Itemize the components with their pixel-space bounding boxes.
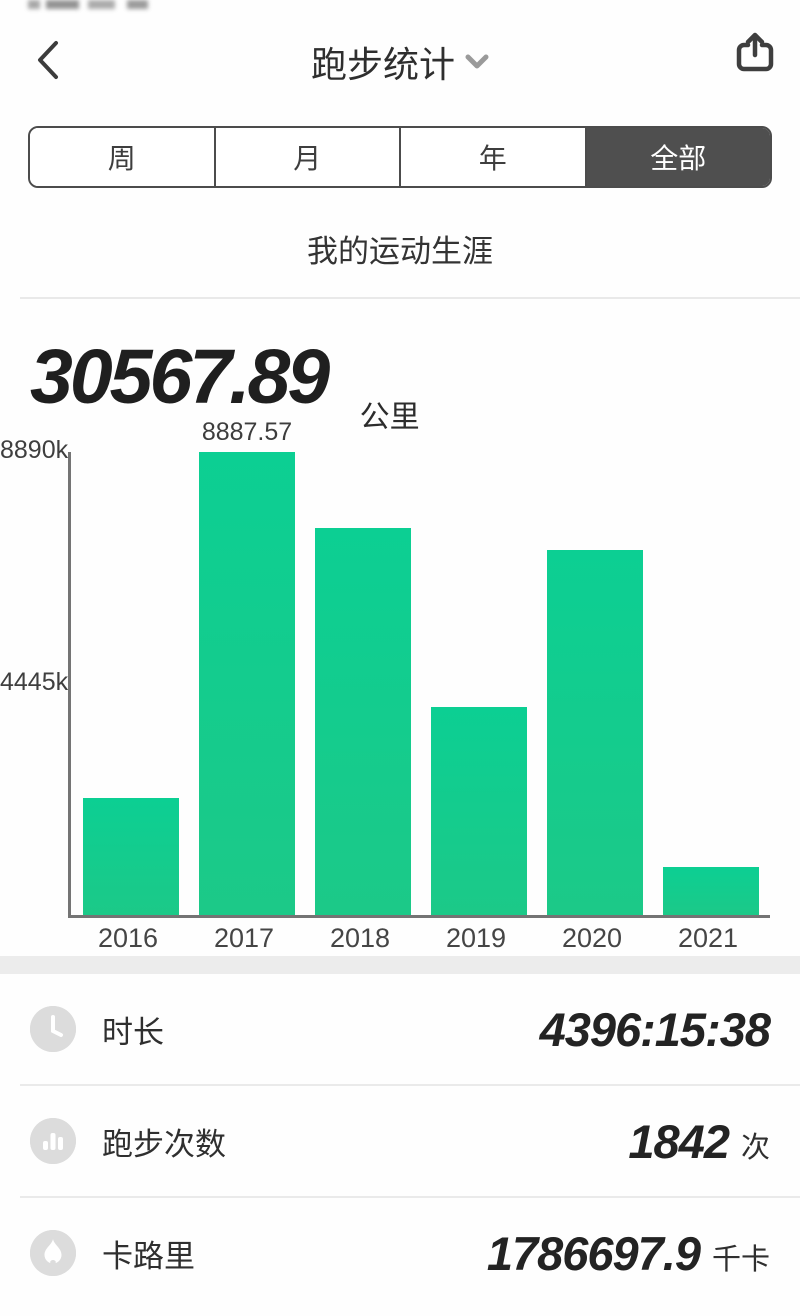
share-icon: [736, 32, 774, 72]
period-tabs: 周 月 年 全部: [28, 126, 772, 188]
bar-rect: [83, 797, 179, 915]
bar-2020[interactable]: [547, 452, 643, 915]
chevron-down-icon: [465, 54, 489, 69]
bar-2018[interactable]: [315, 452, 411, 915]
clock-icon: [30, 1006, 76, 1052]
bar-2021[interactable]: [663, 452, 759, 915]
stat-label: 时长: [102, 1014, 164, 1050]
bar-value-label: 8887.57: [201, 418, 293, 447]
y-axis-tick-mid: 4445k: [0, 667, 69, 696]
stat-unit: 次: [740, 1132, 770, 1164]
stat-label: 跑步次数: [102, 1126, 226, 1162]
share-button[interactable]: [734, 30, 776, 77]
run-count-icon: [30, 1118, 76, 1164]
bar-chart: 8890k 4445k 8887.57 2016 2017 2018 2019 …: [0, 418, 800, 954]
tab-all[interactable]: 全部: [584, 128, 770, 186]
total-distance: 30567.89 公里: [30, 334, 800, 435]
x-axis-labels: 2016 2017 2018 2019 2020 2021: [68, 923, 770, 954]
chevron-left-icon: [38, 41, 58, 79]
stat-label: 卡路里: [102, 1238, 195, 1274]
bar-rect: [315, 528, 411, 915]
section-separator: [0, 956, 800, 974]
bar-2016[interactable]: [83, 452, 179, 915]
total-distance-unit: 公里: [359, 401, 420, 434]
stat-value: 1842: [628, 1114, 730, 1168]
x-tick-2017: 2017: [213, 923, 275, 953]
x-tick-2021: 2021: [677, 923, 739, 953]
bar-rect: [431, 706, 527, 915]
bar-2017[interactable]: 8887.57: [199, 418, 295, 915]
x-tick-2019: 2019: [445, 923, 507, 953]
stat-row-duration[interactable]: 时长 4396:15:38: [0, 974, 800, 1084]
x-tick-2018: 2018: [329, 923, 391, 953]
header: 跑步统计: [0, 0, 800, 100]
total-distance-value: 30567.89: [30, 334, 330, 420]
divider: [20, 297, 800, 299]
tab-month[interactable]: 月: [213, 128, 399, 186]
tab-year[interactable]: 年: [399, 128, 585, 186]
section-title: 我的运动生涯: [307, 234, 493, 269]
bar-2019[interactable]: [431, 452, 527, 915]
row-divider: [20, 1196, 800, 1198]
bar-rect: [199, 452, 295, 915]
row-divider: [20, 1084, 800, 1086]
stat-row-run-count[interactable]: 跑步次数 1842 次: [0, 1086, 800, 1196]
stat-row-calories[interactable]: 卡路里 1786697.9 千卡: [0, 1198, 800, 1308]
stats-list: 时长 4396:15:38 跑步次数 1842 次: [0, 974, 800, 1308]
chart-plot: 8890k 4445k 8887.57: [0, 418, 770, 918]
title-dropdown[interactable]: 跑步统计: [311, 36, 489, 88]
flame-icon: [30, 1230, 76, 1276]
stat-value: 1786697.9: [486, 1226, 701, 1280]
back-button[interactable]: [34, 38, 62, 85]
x-tick-2020: 2020: [561, 923, 623, 953]
stat-value: 4396:15:38: [539, 1002, 771, 1056]
stat-unit: 千卡: [711, 1244, 770, 1276]
bar-rect: [547, 550, 643, 915]
y-axis-tick-top: 8890k: [0, 436, 69, 464]
page-title: 跑步统计: [310, 44, 456, 85]
status-bar-remnant: [28, 0, 178, 9]
tab-week[interactable]: 周: [30, 128, 214, 186]
bar-rect: [663, 866, 759, 915]
x-tick-2016: 2016: [97, 923, 159, 953]
